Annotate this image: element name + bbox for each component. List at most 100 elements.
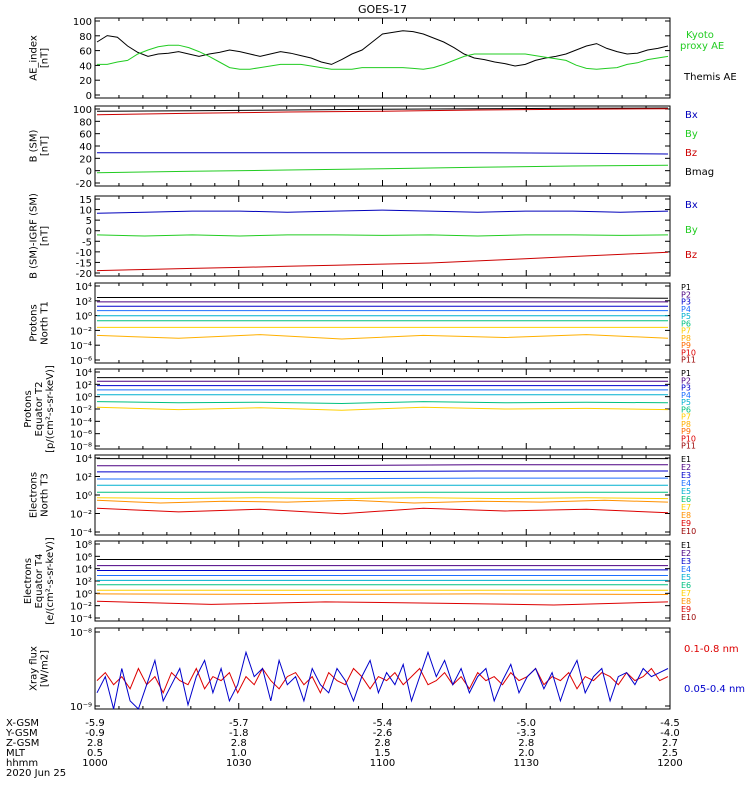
orbit-row-value: 2.0: [518, 748, 534, 759]
series-line-bz: [96, 251, 669, 272]
chart-title: GOES-17: [358, 3, 407, 16]
legend-entry: P8: [681, 420, 691, 429]
orbit-row-value: -3.3: [516, 728, 536, 739]
y-tick-label: 10⁻⁴: [70, 417, 92, 428]
orbit-row-value: 1000: [82, 758, 107, 769]
y-tick-label: 100: [73, 17, 92, 28]
legend-entry: Kyoto: [686, 30, 714, 41]
y-tick-label: 10⁻⁸: [70, 442, 92, 453]
orbit-row-label: MLT: [6, 748, 26, 759]
y-tick-label: 10²: [75, 297, 92, 308]
y-tick-label: -20: [76, 269, 92, 280]
legend-entry: P1: [681, 369, 691, 378]
orbit-row-label: hhmm: [6, 758, 38, 769]
y-tick-label: 0: [86, 227, 92, 238]
series-line-bx: [97, 152, 669, 155]
legend-entry: 0.1-0.8 nm: [684, 644, 739, 655]
legend-entry: P2: [681, 290, 691, 299]
legend-entry: P8: [681, 334, 691, 343]
orbit-row-value: 2.7: [662, 738, 678, 749]
legend-entry: Bz: [685, 250, 697, 261]
y-tick-label: 10⁰: [75, 393, 92, 404]
y-tick-label: 10: [79, 206, 92, 217]
y-tick-label: 10²: [75, 380, 92, 391]
panel-frame: [94, 282, 671, 364]
legend-entry: E8: [681, 511, 691, 520]
legend-entry: P5: [681, 312, 691, 321]
series-line-e8: [96, 593, 669, 596]
orbit-row-value: 1030: [226, 758, 251, 769]
legend-entry: E10: [681, 613, 696, 622]
y-tick-label: 10²: [75, 473, 92, 484]
orbit-row-value: 2.8: [231, 738, 247, 749]
y-axis-label-line: B (SM)-IGRF (SM): [29, 193, 40, 279]
y-tick-label: 10⁻²: [70, 602, 92, 613]
legend-entry: E3: [681, 557, 691, 566]
y-tick-label: -5: [82, 237, 92, 248]
legend-entry: Bmag: [685, 167, 714, 178]
orbit-row-value: 1200: [657, 758, 682, 769]
y-axis-label-line: North T3: [40, 473, 51, 517]
legend-entry: E5: [681, 487, 691, 496]
y-axis-label-line: Xray flux: [29, 646, 40, 691]
legend-entry: E8: [681, 597, 691, 606]
orbit-row-value: -0.9: [85, 728, 105, 739]
orbit-row-value: -5.9: [85, 718, 105, 729]
y-tick-label: 10⁴: [75, 565, 92, 576]
series-line-e4: [97, 477, 668, 480]
y-tick-label: 10⁻⁸: [70, 628, 92, 639]
legend-entry: Bx: [685, 110, 698, 121]
legend-entry: P10: [681, 434, 696, 443]
y-axis-label-line: Electrons: [23, 558, 34, 604]
series-line-bmag: [96, 107, 669, 112]
y-tick-label: 10⁴: [75, 368, 92, 379]
legend-entry: proxy AE: [680, 41, 724, 52]
y-axis-label: Protons North T1: [29, 301, 51, 345]
y-tick-label: 40: [79, 142, 92, 153]
panel-xray: 10⁻⁸ 10⁻⁹ Xray flux [W/m2] 0.1-0.8 nm 0.05-0.…: [29, 627, 745, 713]
orbit-row-value: -5.7: [229, 718, 249, 729]
y-tick-label: 10⁻⁶: [70, 430, 92, 441]
series-line-p6: [96, 401, 669, 405]
legend-entry: P6: [681, 319, 691, 328]
series-line-e8: [96, 499, 669, 504]
y-axis-label: B (SM)-IGRF (SM) [nT]: [29, 193, 51, 279]
y-tick-label: 10⁻⁴: [70, 341, 92, 352]
panel-frame: [94, 17, 671, 99]
legend-entry: Bx: [685, 200, 698, 211]
y-tick-label: -15: [76, 258, 92, 269]
legend-entry: Bz: [685, 148, 697, 159]
y-tick-label: 10⁰: [75, 491, 92, 502]
orbit-row-label: Y-GSM: [5, 728, 38, 739]
series-line-0-1-0-8-nm: [96, 667, 669, 695]
orbit-row-value: 1100: [370, 758, 395, 769]
legend-entry: E5: [681, 573, 691, 582]
series-line-p7: [96, 406, 669, 411]
y-tick-label: 10⁴: [75, 454, 92, 465]
y-tick-label: 10⁰: [75, 589, 92, 600]
series-line-kyoto-proxy-ae: [97, 44, 669, 70]
legend-entry: P9: [681, 341, 691, 350]
legend-entry: E6: [681, 495, 691, 504]
y-axis-label: AE_index [nT]: [29, 35, 51, 81]
legend-entry: By: [685, 129, 698, 140]
series-line-by: [96, 164, 669, 174]
orbit-row-value: -4.0: [660, 728, 680, 739]
y-tick-label: 100: [73, 105, 92, 116]
legend-entry: P5: [681, 398, 691, 407]
y-tick-label: 20: [79, 76, 92, 87]
orbit-row-value: -5.0: [516, 718, 536, 729]
y-tick-label: 10⁻⁴: [70, 614, 92, 625]
legend-entry: P11: [681, 442, 696, 451]
orbit-row-value: 2.5: [662, 748, 678, 759]
y-tick-label: 20: [79, 154, 92, 165]
orbit-row-value: 2.8: [518, 738, 534, 749]
y-axis-label-line: Protons: [29, 304, 40, 341]
series-line-themis-ae: [96, 30, 669, 67]
series-line-p1: [97, 297, 669, 299]
y-tick-label: 80: [79, 117, 92, 128]
